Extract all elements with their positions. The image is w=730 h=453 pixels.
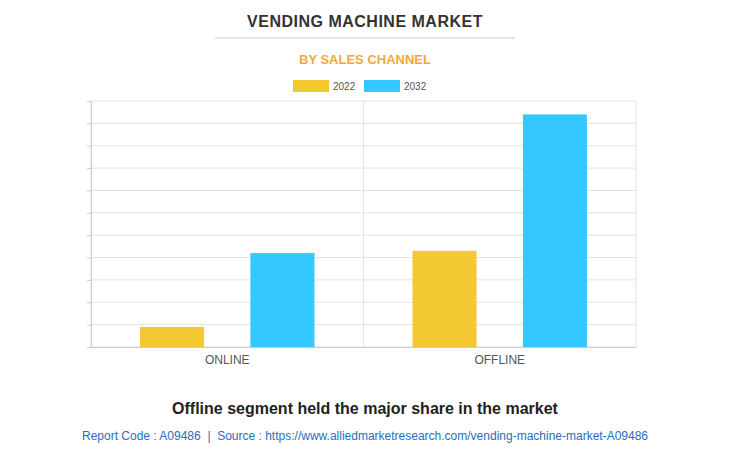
legend-label: 2022 (333, 81, 356, 92)
y-tick-mark (87, 190, 91, 191)
y-axis-line (87, 102, 92, 348)
legend-item: 2032 (364, 80, 427, 92)
y-tick (87, 258, 91, 259)
legend-swatch (293, 80, 329, 92)
y-tick (87, 347, 91, 348)
y-tick (87, 146, 91, 147)
y-tick (87, 325, 91, 326)
y-tick (87, 280, 91, 281)
y-tick-mark (87, 168, 91, 169)
y-tick (87, 101, 91, 102)
legend-label: 2032 (404, 81, 427, 92)
y-tick-mark (87, 213, 91, 214)
y-tick-mark (87, 258, 91, 259)
y-tick (87, 190, 91, 191)
grid (91, 101, 636, 347)
y-tick-mark (87, 280, 91, 281)
bar (140, 327, 204, 347)
x-tick: OFFLINE (474, 347, 525, 367)
y-tick-mark (87, 302, 91, 303)
bar (250, 253, 314, 347)
y-tick-mark (87, 123, 91, 124)
footer: Report Code : A09486 | Source : https://… (82, 429, 648, 443)
x-axis-line (92, 347, 637, 348)
y-tick (87, 123, 91, 124)
y-tick (87, 168, 91, 169)
x-tick: ONLINE (205, 347, 250, 367)
title: VENDING MACHINE MARKET (247, 13, 483, 30)
y-axis (87, 102, 92, 348)
x-tick-label: OFFLINE (474, 353, 525, 367)
x-axis: ONLINE OFFLINE (92, 347, 637, 367)
y-tick (87, 213, 91, 214)
legend: 2022 2032 (293, 80, 427, 92)
y-tick (87, 235, 91, 236)
y-tick-mark (87, 146, 91, 147)
caption: Offline segment held the major share in … (172, 400, 559, 417)
y-tick (87, 302, 91, 303)
y-tick-mark (87, 347, 91, 348)
y-tick-mark (87, 325, 91, 326)
subtitle: BY SALES CHANNEL (299, 52, 431, 67)
grid-line-vertical (363, 101, 364, 347)
legend-item: 2022 (293, 80, 356, 92)
title-rule (215, 38, 515, 39)
grid-line-vertical (636, 101, 637, 347)
chart: VENDING MACHINE MARKET BY SALES CHANNEL 20… (0, 0, 730, 453)
y-tick-mark (87, 235, 91, 236)
bars (140, 114, 587, 347)
y-tick-mark (87, 101, 91, 102)
bar (413, 251, 477, 347)
x-tick-label: ONLINE (205, 353, 250, 367)
bar (523, 114, 587, 347)
legend-swatch (364, 80, 400, 92)
